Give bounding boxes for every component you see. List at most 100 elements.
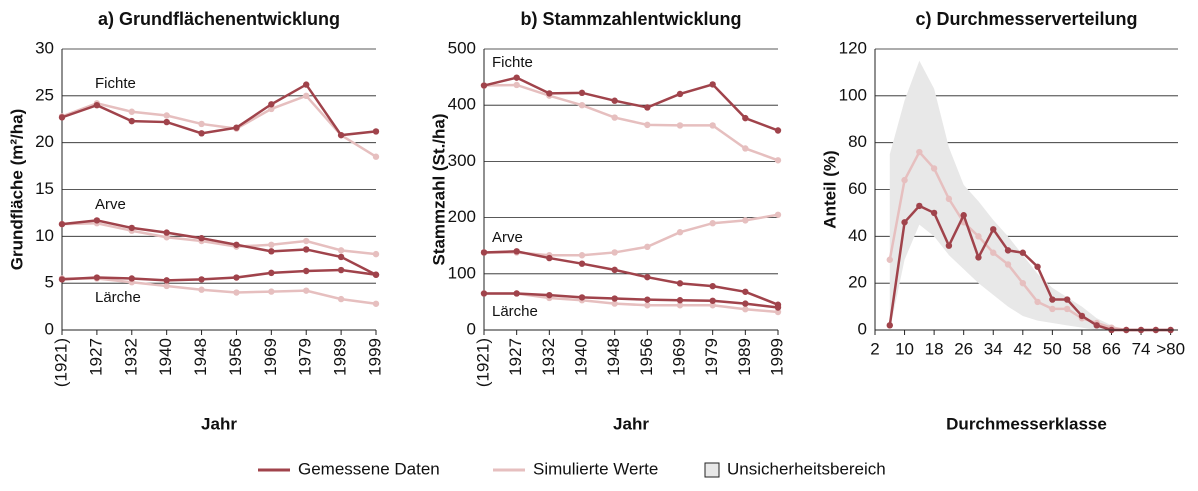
measured-marker: [1034, 263, 1041, 270]
measured-marker: [372, 128, 380, 135]
measured-marker: [93, 217, 101, 224]
x-tick-label: 1948: [604, 338, 623, 376]
simulated-marker: [1004, 261, 1012, 268]
y-tick-label: 10: [35, 226, 54, 245]
measured-marker: [58, 276, 66, 283]
legend-label: Simulierte Werte: [533, 459, 658, 478]
simulated-marker: [611, 114, 618, 121]
simulated-line: [483, 83, 779, 162]
simulated-marker: [930, 165, 938, 172]
simulated-marker: [945, 195, 953, 203]
x-tick-label: 1969: [261, 338, 280, 376]
measured-marker: [163, 277, 170, 284]
measured-marker: [233, 124, 240, 131]
simulated-marker: [268, 241, 275, 248]
simulated-marker: [742, 145, 749, 152]
measured-marker: [709, 297, 716, 304]
measured-marker: [916, 202, 923, 210]
simulated-marker: [916, 148, 923, 156]
chart-title: a) Grundflächenentwicklung: [98, 9, 340, 29]
simulated-marker: [644, 121, 651, 129]
series-annotation: Fichte: [492, 54, 533, 71]
simulated-marker: [676, 122, 684, 129]
chart-title: c) Durchmesserverteilung: [915, 9, 1137, 29]
measured-marker: [480, 82, 488, 89]
measured-marker: [901, 219, 908, 226]
simulated-marker: [644, 243, 651, 251]
measured-marker: [676, 280, 684, 287]
simulated-marker: [372, 250, 380, 258]
simulated-marker: [303, 237, 310, 245]
x-tick-label: 58: [1072, 339, 1091, 358]
simulated-marker: [774, 157, 782, 164]
simulated-marker: [1063, 305, 1071, 313]
x-tick-label: 18: [925, 339, 944, 358]
measured-marker: [128, 275, 135, 282]
simulated-marker: [644, 302, 651, 309]
measured-marker: [303, 246, 310, 253]
x-tick-label: >80: [1156, 339, 1185, 358]
measured-marker: [513, 248, 520, 255]
x-tick-label: (1921): [473, 338, 492, 387]
simulated-marker: [578, 252, 586, 259]
measured-line: [484, 292, 779, 309]
y-tick-label: 120: [839, 38, 867, 57]
series-annotation: Arve: [95, 196, 126, 213]
measured-marker: [480, 249, 488, 256]
simulated-marker: [742, 306, 749, 313]
simulated-marker: [709, 302, 716, 309]
legend-label: Unsicherheitsbereich: [727, 459, 886, 478]
x-tick-label: 1989: [735, 338, 754, 376]
x-tick-label: 50: [1043, 339, 1062, 358]
measured-marker: [886, 322, 893, 329]
y-axis-label: Stammzahl (St./ha): [429, 113, 448, 265]
measured-marker: [268, 248, 275, 255]
simulated-marker: [709, 220, 716, 227]
measured-line: [483, 76, 779, 132]
x-tick-label: 74: [1132, 339, 1151, 358]
measured-marker: [58, 114, 66, 121]
simulated-marker: [990, 249, 997, 256]
measured-marker: [742, 300, 749, 307]
measured-marker: [128, 117, 135, 125]
simulated-marker: [372, 153, 380, 160]
simulated-marker: [886, 256, 893, 263]
measured-marker: [372, 271, 380, 278]
y-tick-label: 400: [448, 95, 476, 114]
x-tick-label: 1979: [702, 338, 721, 376]
y-tick-label: 0: [467, 319, 476, 338]
chart-title: b) Stammzahlentwicklung: [520, 9, 741, 29]
measured-marker: [337, 266, 345, 274]
simulated-marker: [676, 302, 684, 309]
measured-marker: [337, 253, 345, 261]
measured-marker: [1093, 322, 1100, 329]
x-tick-label: 34: [984, 339, 1003, 358]
measured-line: [61, 219, 377, 276]
y-tick-label: 200: [448, 207, 476, 226]
measured-marker: [709, 282, 716, 290]
measured-marker: [546, 90, 553, 97]
measured-marker: [58, 220, 66, 228]
x-tick-label: 1948: [191, 338, 210, 376]
measured-marker: [676, 90, 684, 98]
simulated-marker: [774, 211, 782, 218]
simulated-marker: [163, 234, 170, 241]
simulated-marker: [337, 247, 345, 254]
x-axis-label: Durchmesserklasse: [946, 414, 1107, 433]
measured-marker: [644, 104, 651, 111]
series-annotation: Arve: [492, 229, 523, 246]
measured-marker: [93, 274, 101, 281]
simulated-marker: [128, 108, 135, 115]
measured-marker: [1049, 296, 1056, 303]
simulated-marker: [268, 105, 275, 113]
y-tick-label: 60: [848, 179, 867, 198]
measured-marker: [611, 295, 618, 302]
measured-marker: [930, 209, 938, 217]
measured-marker: [1019, 249, 1027, 256]
measured-marker: [676, 297, 684, 304]
y-tick-label: 500: [448, 38, 476, 57]
x-tick-label: 10: [895, 339, 914, 358]
simulated-marker: [337, 295, 345, 303]
x-tick-label: 1927: [506, 338, 525, 376]
